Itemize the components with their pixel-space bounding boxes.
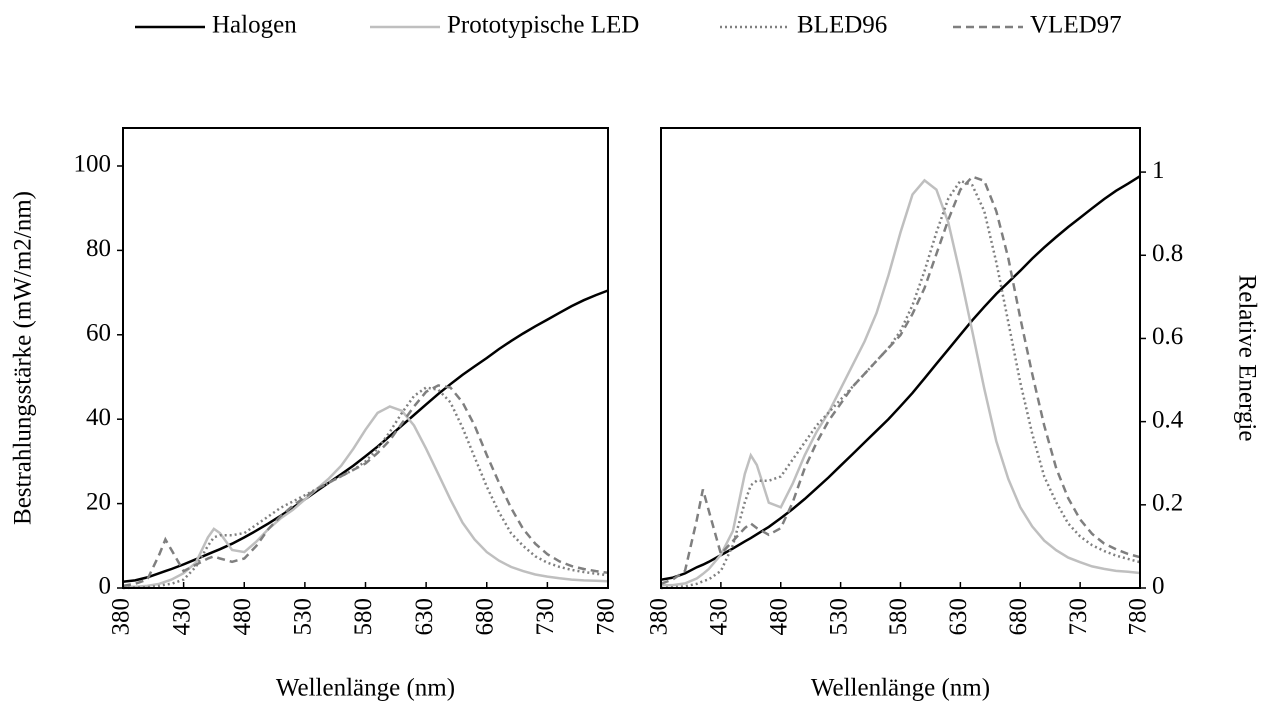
x-axis-label: Wellenlänge (nm): [811, 675, 990, 702]
y-tick-label: 20: [86, 488, 111, 515]
x-tick-label: 530: [290, 598, 317, 636]
legend-label: BLED96: [797, 12, 887, 39]
plot-frame: [660, 127, 1141, 589]
x-tick-label: 580: [885, 598, 912, 636]
series-line: [122, 386, 609, 590]
y-tick-label: 0: [1152, 573, 1165, 600]
y-tick-label: 0.6: [1152, 323, 1183, 350]
y-tick-label: 1: [1152, 157, 1165, 184]
y-tick-label: 60: [86, 320, 111, 347]
legend-label: Prototypische LED: [447, 12, 639, 39]
series-line: [660, 175, 1141, 581]
series-line: [122, 289, 609, 583]
y-tick-label: 0: [99, 573, 112, 600]
x-axis-label: Wellenlänge (nm): [276, 675, 455, 702]
legend-label: Halogen: [212, 12, 297, 39]
x-tick-label: 730: [532, 598, 559, 636]
x-tick-label: 430: [706, 598, 733, 636]
series-line: [661, 178, 1141, 587]
x-tick-label: 380: [646, 598, 673, 636]
y-tick-label: 40: [86, 404, 111, 431]
series-line: [660, 175, 1141, 585]
x-tick-label: 730: [1065, 598, 1092, 636]
plot-frame: [122, 127, 609, 589]
x-tick-label: 780: [1125, 598, 1152, 636]
x-tick-label: 780: [593, 598, 620, 636]
y-tick-label: 0.4: [1152, 406, 1184, 433]
x-tick-label: 580: [350, 598, 377, 636]
x-tick-label: 530: [825, 598, 852, 636]
x-tick-label: 630: [945, 598, 972, 636]
x-tick-label: 630: [411, 598, 438, 636]
y-axis-label: Bestrahlungsstärke (mW/m2/nm): [10, 191, 37, 525]
legend-label: VLED97: [1030, 12, 1122, 39]
y-tick-label: 0.8: [1152, 240, 1183, 267]
y-tick-label: 100: [74, 151, 112, 178]
x-tick-label: 480: [229, 598, 256, 636]
x-tick-label: 680: [1005, 598, 1032, 636]
x-tick-label: 680: [471, 598, 498, 636]
x-tick-label: 480: [765, 598, 792, 636]
x-tick-label: 430: [168, 598, 195, 636]
x-tick-label: 380: [108, 598, 135, 636]
series-line: [123, 405, 609, 588]
y-tick-label: 80: [86, 235, 111, 262]
y-axis-label: Relative Energie: [1233, 275, 1260, 442]
series-line: [122, 384, 609, 588]
y-tick-label: 0.2: [1152, 490, 1183, 517]
